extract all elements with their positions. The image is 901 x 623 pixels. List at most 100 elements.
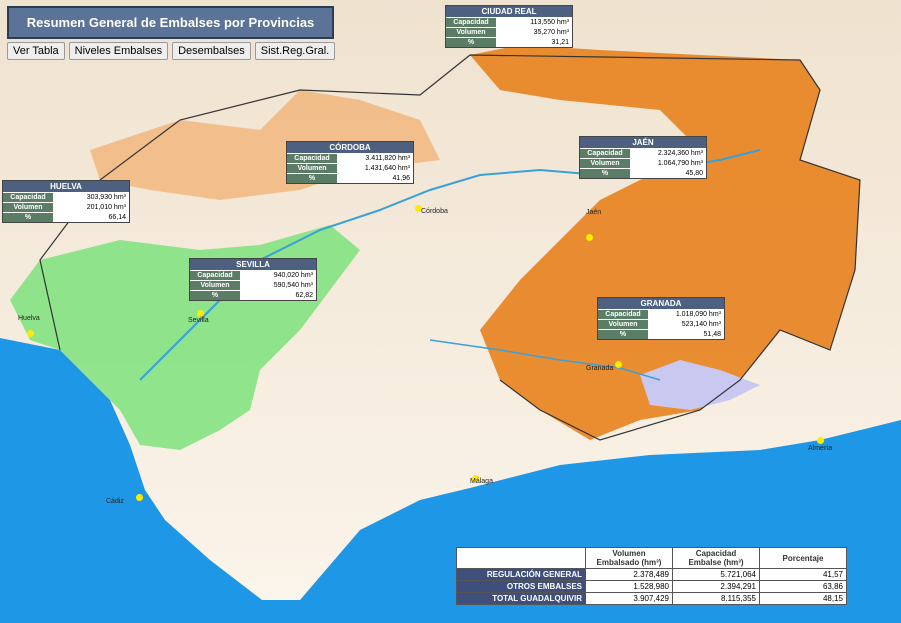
row-value: 2.324,360 hm³: [657, 150, 703, 157]
row-label: Volumen: [580, 159, 630, 168]
row-value: 590,540 hm³: [273, 282, 313, 289]
row-value: 3.411,820 hm³: [365, 155, 410, 162]
province-row: Volumen 1.431,640 hm³: [287, 163, 413, 173]
city-dot: [472, 475, 479, 482]
border: [39, 54, 861, 441]
province-box: CIUDAD REAL Capacidad 113,550 hm³ Volumen 35…: [445, 5, 573, 48]
row-label: Capacidad: [3, 193, 53, 202]
row-value: 1.018,090 hm³: [675, 311, 721, 318]
province-box: JAÉN Capacidad 2.324,360 hm³ Volumen 1.064,7…: [579, 136, 707, 179]
row-label: Volumen: [3, 203, 53, 212]
province-row: Volumen 201,010 hm³: [3, 202, 129, 212]
cell: 48,15: [759, 592, 847, 605]
city-dot: [197, 310, 204, 317]
cell: 2.378,489: [585, 568, 673, 581]
button[interactable]: Sist.Reg.Gral.: [254, 42, 336, 60]
row-label: %: [190, 291, 240, 300]
row-label: Volumen: [190, 281, 240, 290]
province-box: HUELVA Capacidad 303,930 hm³ Volumen 201,010…: [2, 180, 130, 223]
row-label: Capacidad: [598, 310, 648, 319]
city-dot: [415, 205, 422, 212]
province-row: Volumen 1.064,790 hm³: [580, 158, 706, 168]
province-name: GRANADA: [598, 298, 724, 309]
row-value: 940,020 hm³: [273, 272, 313, 279]
cell: 63,86: [759, 580, 847, 593]
city-label: Sevilla: [188, 317, 209, 324]
row-label: %: [3, 213, 53, 222]
column-header: Porcentaje: [759, 547, 847, 569]
row-value: 303,930 hm³: [86, 194, 126, 201]
province-box: CÓRDOBA Capacidad 3.411,820 hm³ Volumen 1.43…: [286, 141, 414, 184]
row-label: Volumen: [598, 320, 648, 329]
cell: 3.907,429: [585, 592, 673, 605]
button[interactable]: Desembalses: [172, 42, 251, 60]
row-label: %: [598, 330, 648, 339]
row-label: Capacidad: [287, 154, 337, 163]
province-box: SEVILLA Capacidad 940,020 hm³ Volumen 590,54…: [189, 258, 317, 301]
city-dot: [586, 234, 593, 241]
province-name: CIUDAD REAL: [446, 6, 572, 17]
province-row: Volumen 35,270 hm³: [446, 27, 572, 37]
province-row: Volumen 590,540 hm³: [190, 280, 316, 290]
province-row: % 45,80: [580, 168, 706, 178]
province-name: SEVILLA: [190, 259, 316, 270]
city-dot: [136, 494, 143, 501]
sierra-nevada: [640, 360, 760, 410]
row-label: Capacidad: [446, 18, 496, 27]
table-row: REGULACIÓN GENERAL 2.378,489 5.721,064 41,5…: [456, 568, 847, 581]
city-label: Málaga: [470, 478, 493, 485]
row-value: 523,140 hm³: [681, 321, 721, 328]
province-row: Capacidad 113,550 hm³: [446, 17, 572, 27]
header-row: Volumen Embalsado (hm³) Capacidad Embalse…: [456, 547, 847, 569]
province-row: % 62,82: [190, 290, 316, 300]
row-value: 31,21: [551, 39, 569, 46]
province-row: % 31,21: [446, 37, 572, 47]
highland: [470, 45, 860, 440]
province-row: Capacidad 2.324,360 hm³: [580, 148, 706, 158]
province-row: Capacidad 940,020 hm³: [190, 270, 316, 280]
row-value: 41,96: [392, 175, 410, 182]
row-value: 62,82: [295, 292, 313, 299]
city-label: Jaén: [586, 209, 602, 216]
city-label: Cádiz: [106, 498, 124, 505]
button[interactable]: Niveles Embalses: [68, 42, 169, 60]
city-label: Granada: [586, 365, 614, 372]
row-label: %: [580, 169, 630, 178]
province-row: Volumen 523,140 hm³: [598, 319, 724, 329]
province-name: CÓRDOBA: [287, 142, 413, 153]
row-label: %: [287, 174, 337, 183]
table-row: TOTAL GUADALQUIVIR 3.907,429 8.115,355 48,1…: [456, 592, 847, 605]
city-label: Córdoba: [421, 208, 448, 215]
row-value: 35,270 hm³: [533, 29, 569, 36]
province-box: GRANADA Capacidad 1.018,090 hm³ Volumen 523,…: [597, 297, 725, 340]
city-label: Almería: [808, 445, 833, 452]
cell: 1.528,980: [585, 580, 673, 593]
city-dot: [817, 437, 824, 444]
row-value: 51,48: [703, 331, 721, 338]
summary-table: Volumen Embalsado (hm³) Capacidad Embalse…: [456, 547, 847, 605]
row-value: 201,010 hm³: [86, 204, 126, 211]
province-name: JAÉN: [580, 137, 706, 148]
row-label: Capacidad: [580, 149, 630, 158]
row-label: %: [446, 38, 496, 47]
row-value: 45,80: [685, 170, 703, 177]
row-label: REGULACIÓN GENERAL: [456, 568, 586, 581]
row-label: Volumen: [446, 28, 496, 37]
button[interactable]: Ver Tabla: [7, 42, 65, 60]
row-value: 1.064,790 hm³: [657, 160, 703, 167]
province-name: HUELVA: [3, 181, 129, 192]
row-value: 66,14: [108, 214, 126, 221]
corner: [456, 547, 586, 569]
table-row: OTROS EMBALSES 1.528,980 2.394,291 63,86: [456, 580, 847, 593]
row-label: OTROS EMBALSES: [456, 580, 586, 593]
cell: 5.721,064: [672, 568, 760, 581]
cell: 8.115,355: [672, 592, 760, 605]
row-value: 1.431,640 hm³: [364, 165, 410, 172]
province-row: Capacidad 1.018,090 hm³: [598, 309, 724, 319]
toolbar: Ver Tabla Niveles Embalses Desembalses Sist…: [7, 42, 336, 60]
city-dot: [615, 361, 622, 368]
province-row: % 51,48: [598, 329, 724, 339]
province-row: % 66,14: [3, 212, 129, 222]
